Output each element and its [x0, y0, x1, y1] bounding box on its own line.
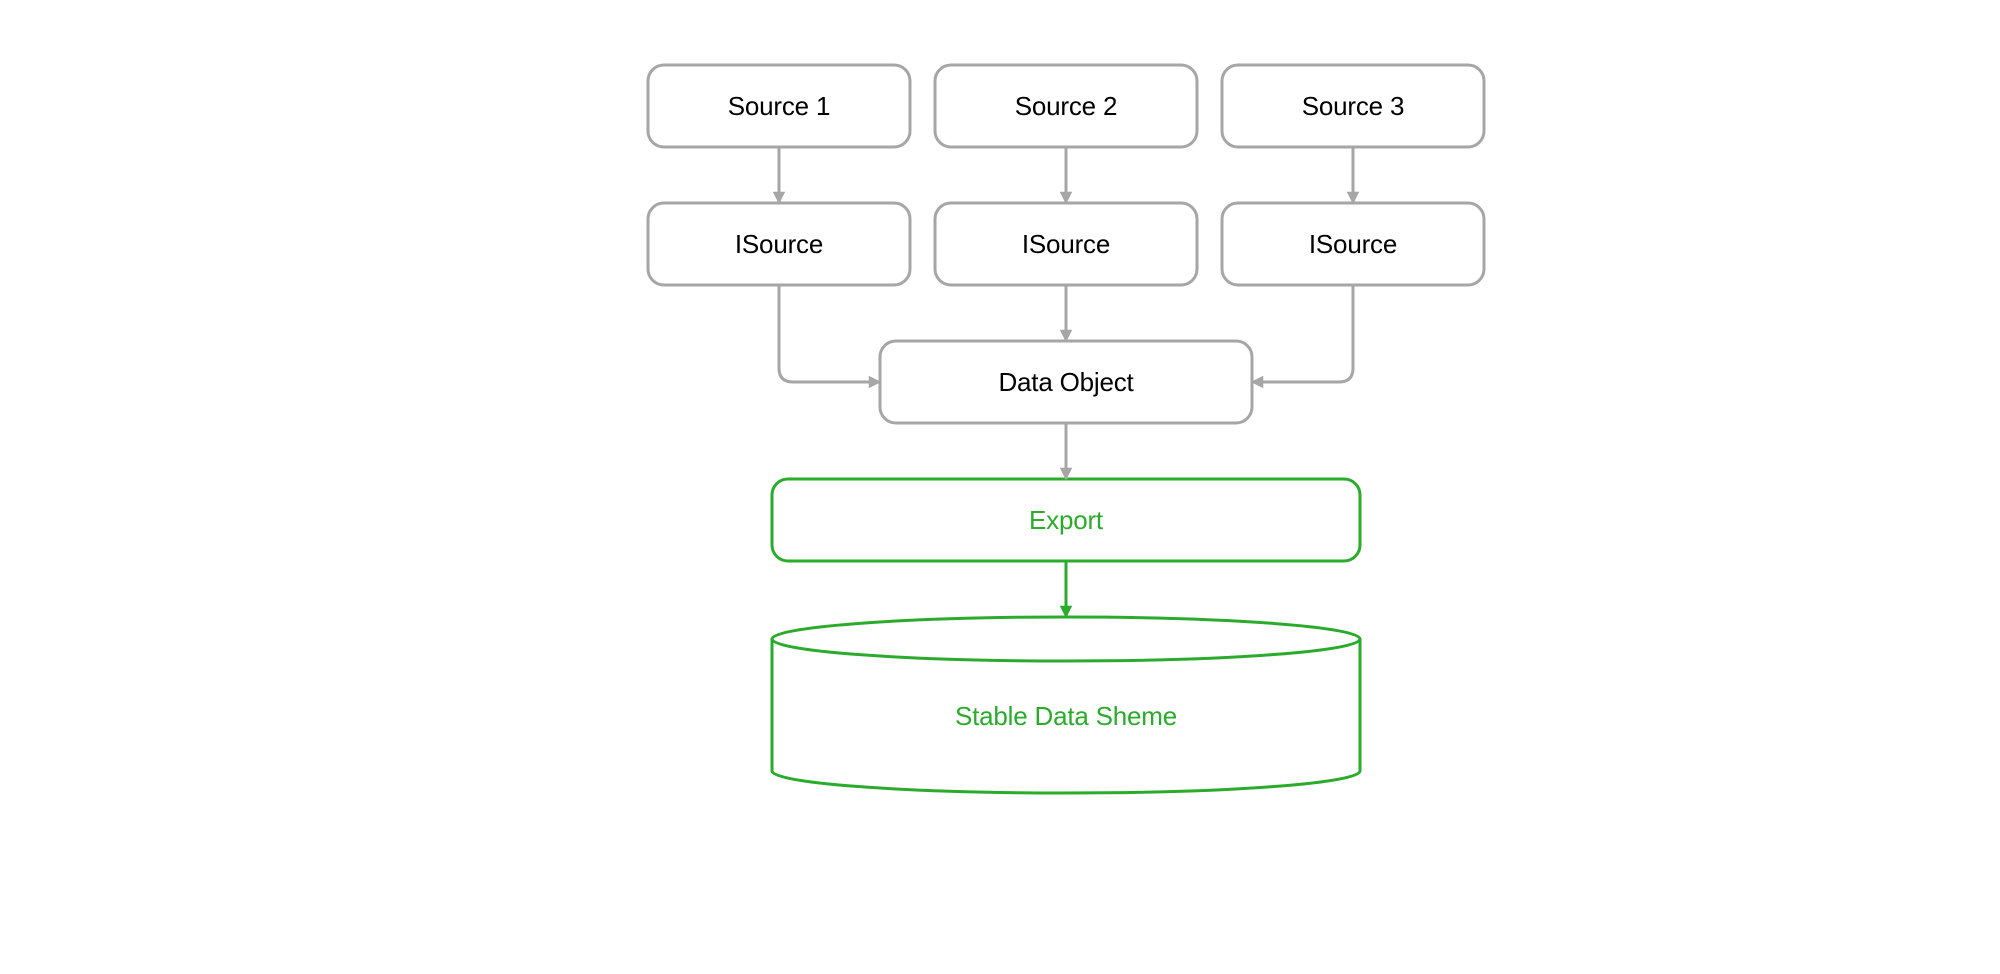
node-dataobj: Data Object — [880, 341, 1252, 423]
node-source1: Source 1 — [648, 65, 910, 147]
node-isource1: ISource — [648, 203, 910, 285]
node-export: Export — [772, 479, 1360, 561]
svg-text:Stable Data Sheme: Stable Data Sheme — [955, 701, 1177, 731]
flowchart-diagram: Source 1 Source 2 Source 3 ISource ISource IS… — [0, 0, 2000, 974]
node-isource2: ISource — [935, 203, 1197, 285]
svg-text:ISource: ISource — [1309, 229, 1397, 259]
node-source3: Source 3 — [1222, 65, 1484, 147]
svg-text:Data Object: Data Object — [998, 367, 1134, 397]
svg-text:Source 2: Source 2 — [1015, 91, 1117, 121]
svg-text:Source 1: Source 1 — [728, 91, 830, 121]
svg-text:ISource: ISource — [1022, 229, 1110, 259]
svg-text:Source 3: Source 3 — [1302, 91, 1404, 121]
node-cylinder: Stable Data Sheme — [772, 617, 1360, 793]
svg-text:Export: Export — [1029, 505, 1104, 535]
node-source2: Source 2 — [935, 65, 1197, 147]
svg-text:ISource: ISource — [735, 229, 823, 259]
edge-isource1-to-dataobj — [779, 285, 880, 382]
node-isource3: ISource — [1222, 203, 1484, 285]
edge-isource3-to-dataobj — [1252, 285, 1353, 382]
